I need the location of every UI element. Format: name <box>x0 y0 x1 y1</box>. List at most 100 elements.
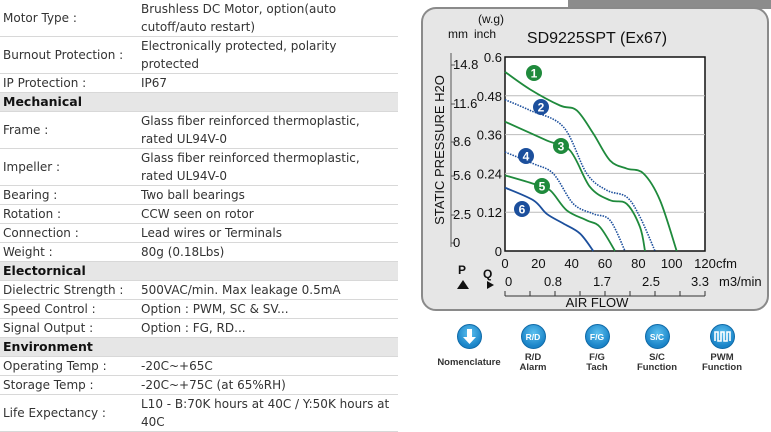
spec-value: 500VAC/min. Max leakage 0.5mA <box>138 280 398 300</box>
spec-row: Operating Temp : -20C~+65C <box>0 356 398 376</box>
curve-marker-4: 4 <box>518 148 534 164</box>
spec-value: CCW seen on rotor <box>138 204 398 224</box>
tab-bar <box>568 0 771 9</box>
spec-value: Option : PWM, SC & SV... <box>138 299 398 319</box>
spec-label: Storage Temp : <box>0 375 138 395</box>
section-title: Environment <box>0 337 398 357</box>
curve-marker-6: 6 <box>514 201 530 217</box>
spec-label: Motor Type : <box>0 0 138 37</box>
spec-row: Frame : Glass fiber reinforced thermoplas… <box>0 111 398 149</box>
feature-sublabel: Tach <box>586 362 608 373</box>
y-tick-label: 0.6 <box>484 50 502 65</box>
mm-tick-label: 0 <box>453 235 460 250</box>
arrow-down-icon <box>456 324 482 349</box>
triangle-right-icon <box>487 281 494 289</box>
section-header: Environment <box>0 337 398 357</box>
section-title: Electornical <box>0 261 398 281</box>
sc-icon: S/C <box>644 324 670 349</box>
x2-tick-label: 0 <box>505 274 512 289</box>
feature-sc-button[interactable]: S/C S/C Function <box>622 324 692 373</box>
spec-label: IP Protection : <box>0 73 138 93</box>
x2-tick-label: 0.8 <box>544 274 562 289</box>
x-tick-label: 80 <box>631 256 645 271</box>
curve-6 <box>504 186 595 252</box>
y-axis-title: STATIC PRESSURE H2O <box>432 75 447 225</box>
spec-value: Lead wires or Terminals <box>138 223 398 243</box>
x-tick-label: 100 <box>661 256 683 271</box>
feature-label: S/C <box>649 352 665 363</box>
marker-label: 4 <box>523 150 530 164</box>
section-header: Electornical <box>0 261 398 281</box>
x-tick-label: 120 <box>694 256 716 271</box>
feature-pwm-button[interactable]: PWM Function <box>687 324 757 373</box>
y-unit-mm: mm <box>448 27 468 41</box>
q-label: Q <box>483 267 492 281</box>
spec-label: Speed Control : <box>0 299 138 319</box>
marker-label: 1 <box>531 67 538 81</box>
feature-label: Nomenclature <box>437 357 501 368</box>
y-tick-label: 0.24 <box>477 166 502 181</box>
mm-tick-label: 5.6 <box>453 168 471 183</box>
curve-2 <box>504 98 656 252</box>
curve-1 <box>504 71 678 252</box>
feature-fg-button[interactable]: F/G F/G Tach <box>562 324 632 373</box>
marker-label: 5 <box>539 180 546 194</box>
p-label: P <box>458 263 466 277</box>
spec-value: -20C~+65C <box>138 356 398 376</box>
y-tick-label: 0.36 <box>477 128 502 143</box>
spec-value: Option : FG, RD... <box>138 318 398 338</box>
spec-row: Rotation : CCW seen on rotor <box>0 204 398 224</box>
spec-value: Two ball bearings <box>138 185 398 205</box>
spec-label: Connection : <box>0 223 138 243</box>
mm-tick-label: 11.6 <box>453 96 477 111</box>
curve-marker-3: 3 <box>553 138 569 154</box>
x-tick-label: 20 <box>531 256 545 271</box>
curve-5 <box>504 174 616 252</box>
spec-row: Dielectric Strength :500VAC/min. Max lea… <box>0 280 398 300</box>
spec-value: L10 - B:70K hours at 40C / Y:50K hours a… <box>138 394 398 432</box>
feature-sublabel: Alarm <box>519 362 547 373</box>
spec-label: Burnout Protection : <box>0 36 138 74</box>
spec-row: Burnout Protection : Electronically prote… <box>0 36 398 74</box>
feature-nomenclature-button[interactable]: Nomenclature <box>434 324 504 368</box>
curve-marker-5: 5 <box>534 178 550 194</box>
y-unit-inch: inch <box>474 27 496 41</box>
performance-chart: 1 2 3 4 56 0 0.12 0.24 0.36 0.48 0.6 0 2.5 5.6 8.6 11.… <box>421 0 771 311</box>
spec-row: IP Protection : IP67 <box>0 73 398 93</box>
x2-unit-label: m3/min <box>719 274 762 289</box>
curve-marker-1: 1 <box>526 65 542 81</box>
spec-label: Bearing : <box>0 185 138 205</box>
spec-label: Weight : <box>0 242 138 262</box>
mm-tick-label: 14.8 <box>453 57 478 72</box>
spec-row: Weight :80g (0.18Lbs) <box>0 242 398 262</box>
spec-value: Brushless DC Motor, option(auto cutoff/a… <box>138 0 398 37</box>
spec-label: Dielectric Strength : <box>0 280 138 300</box>
chart-title: SD9225SPT (Ex67) <box>527 30 667 47</box>
spec-label: Life Expectancy : <box>0 394 138 432</box>
rd-icon: R/D <box>520 324 546 349</box>
spec-label: Operating Temp : <box>0 356 138 376</box>
curve-marker-2: 2 <box>533 99 549 115</box>
marker-label: 6 <box>519 203 526 217</box>
curve-3 <box>504 120 646 252</box>
feature-rd-button[interactable]: R/D R/D Alarm <box>498 324 568 373</box>
marker-label: 2 <box>538 101 545 115</box>
x-tick-label: 40 <box>564 256 578 271</box>
y-tick-label: 0 <box>495 244 502 259</box>
curve-4 <box>504 151 626 252</box>
spec-label: Signal Output : <box>0 318 138 338</box>
fg-icon: F/G <box>584 324 610 349</box>
marker-label: 3 <box>558 140 565 154</box>
x-axis-title: AIR FLOW <box>566 295 630 310</box>
spec-row: Motor Type : Brushless DC Motor, option(a… <box>0 0 398 37</box>
x-unit-label: cfm <box>716 256 737 271</box>
y-tick-label: 0.48 <box>477 89 502 104</box>
spec-value: IP67 <box>138 73 398 93</box>
section-header: Mechanical <box>0 92 398 112</box>
spec-value: Glass fiber reinforced thermoplastic, ra… <box>138 111 398 149</box>
spec-value: Glass fiber reinforced thermoplastic, ra… <box>138 148 398 186</box>
section-title: Mechanical <box>0 92 398 112</box>
spec-table: Motor Type : Brushless DC Motor, option(a… <box>0 0 398 432</box>
feature-sublabel: Function <box>636 362 678 373</box>
mm-tick-label: 2.5 <box>453 207 471 222</box>
